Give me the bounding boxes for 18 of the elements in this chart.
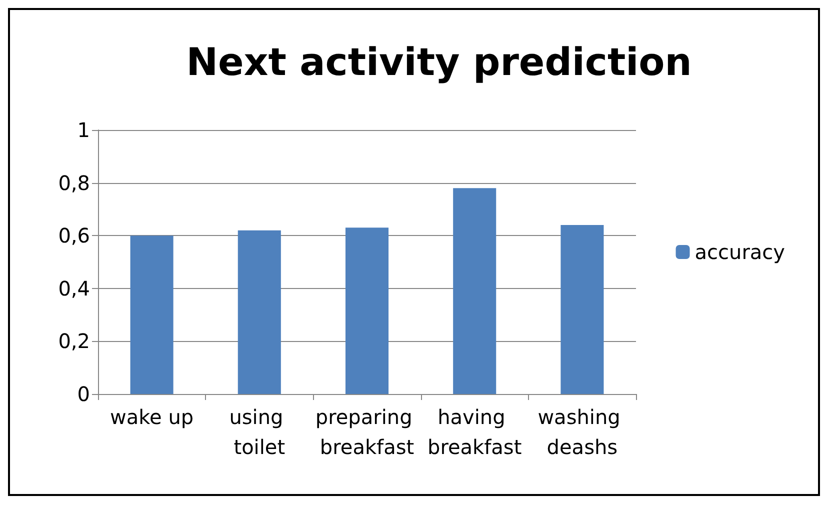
bar [345,228,389,394]
y-tick-label: 0 [77,382,90,406]
x-tick-label: using toilet [229,405,290,459]
x-tick-label: having breakfast [428,405,522,459]
y-tick-label: 0,2 [58,329,90,354]
bar [560,225,604,394]
bar [238,230,281,394]
bar [130,236,174,394]
x-tick-label: preparing breakfast [315,405,419,459]
legend-label: accuracy [694,240,786,264]
y-tick-label: 0,4 [58,276,90,300]
y-tick-label: 0,6 [58,224,90,248]
chart-title: Next activity prediction [186,40,692,84]
y-tick-label: 0,8 [58,170,90,195]
x-tick-label: wake up [110,405,194,429]
y-tick-label: 1 [77,118,90,142]
x-tick-label: washing deashs [538,405,627,459]
bar [453,188,496,394]
